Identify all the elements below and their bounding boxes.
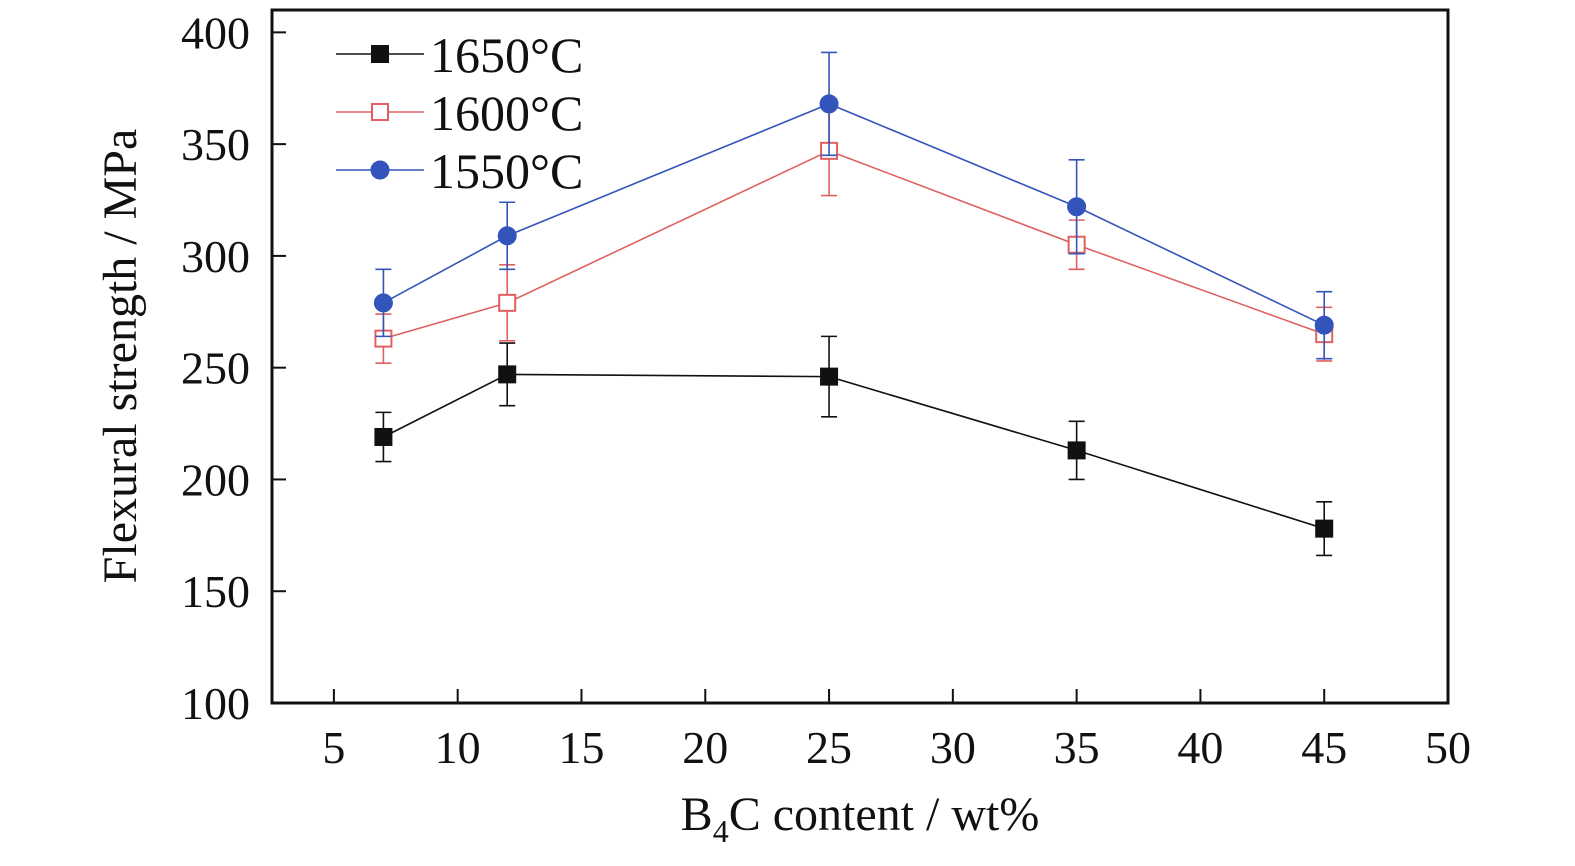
data-point-marker (1067, 197, 1087, 217)
data-point-marker (374, 427, 393, 446)
data-point-marker (1315, 519, 1334, 538)
data-point-marker (370, 160, 390, 180)
x-axis-title-subscript: 4 (713, 813, 729, 849)
y-tick-label: 300 (181, 231, 250, 282)
x-tick-label: 25 (806, 722, 852, 773)
data-point-marker (498, 293, 517, 312)
x-tick-label: 20 (682, 722, 728, 773)
y-tick-label: 200 (181, 454, 250, 505)
data-point-marker (371, 103, 389, 121)
x-axis-title-main: B (681, 788, 713, 841)
legend-item: 1600°C (336, 85, 583, 141)
y-axis: 100 150 200 250 300 350 400 (181, 7, 286, 729)
x-tick-label: 10 (435, 722, 481, 773)
data-point-marker (498, 365, 517, 384)
plot-frame (270, 8, 1450, 705)
y-axis-title: Flexural strength / MPa (94, 129, 147, 584)
x-axis: 5 10 15 20 25 30 35 40 45 50 (322, 689, 1471, 773)
series-line (383, 373, 1325, 530)
x-tick-label: 15 (558, 722, 604, 773)
y-tick-label: 150 (181, 566, 250, 617)
legend-label: 1550°C (430, 143, 583, 199)
data-point-marker (373, 293, 393, 313)
series-1550CC (373, 51, 1334, 360)
legend-item: 1550°C (336, 143, 583, 199)
data-point-marker (497, 226, 517, 246)
x-tick-label: 45 (1301, 722, 1347, 773)
x-axis-title-rest: C content / wt% (729, 788, 1040, 841)
data-point-marker (1314, 315, 1334, 335)
legend-label: 1600°C (430, 85, 583, 141)
data-point-marker (371, 45, 389, 63)
x-tick-label: 50 (1425, 722, 1471, 773)
y-tick-label: 250 (181, 343, 250, 394)
data-point-marker (820, 367, 839, 386)
x-tick-label: 35 (1054, 722, 1100, 773)
y-tick-label: 350 (181, 119, 250, 170)
data-point-marker (1067, 441, 1086, 460)
series-layer (373, 51, 1334, 557)
x-tick-label: 5 (322, 722, 345, 773)
x-axis-title: B4C content / wt% (681, 788, 1040, 849)
legend-item: 1650°C (336, 27, 583, 83)
y-tick-label: 400 (181, 7, 250, 58)
legend-label: 1650°C (430, 27, 583, 83)
y-tick-label: 100 (181, 678, 250, 729)
x-tick-label: 30 (930, 722, 976, 773)
x-tick-label: 40 (1177, 722, 1223, 773)
series-1650CC (374, 335, 1334, 557)
data-point-marker (819, 94, 839, 114)
